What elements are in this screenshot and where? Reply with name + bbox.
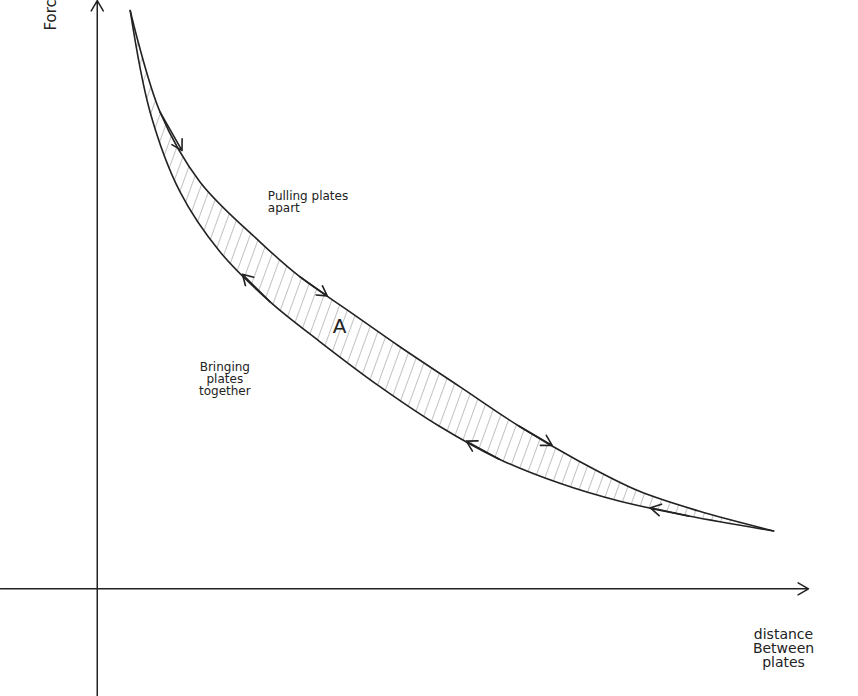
- svg-text:distanceBetweenplates: distanceBetweenplates: [753, 626, 814, 670]
- svg-text:A: A: [333, 314, 347, 338]
- svg-text:Pulling platesapart: Pulling platesapart: [268, 189, 348, 215]
- svg-text:Force: Force: [42, 0, 60, 31]
- svg-text:Bringingplatestogether: Bringingplatestogether: [199, 360, 251, 398]
